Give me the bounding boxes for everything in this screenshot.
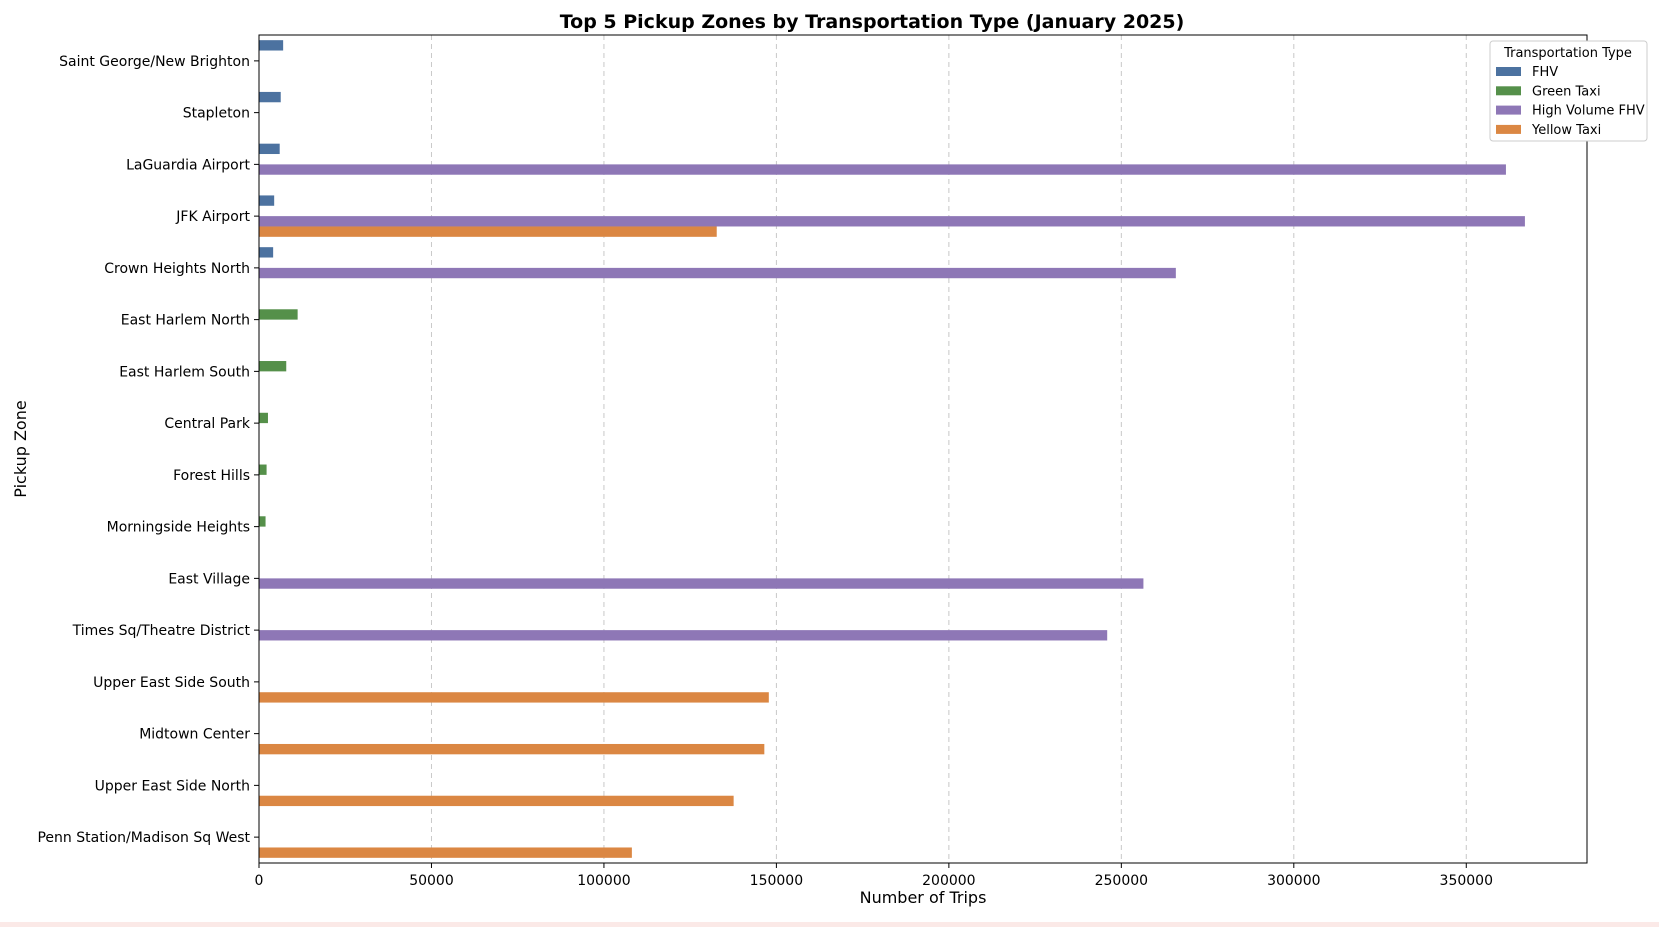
legend-swatch — [1496, 86, 1521, 96]
y-tick-label: JFK Airport — [175, 209, 250, 225]
y-tick-label: East Harlem North — [121, 313, 250, 329]
legend: Transportation Type FHV Green Taxi High Vo… — [1489, 40, 1648, 142]
y-tick-label: Stapleton — [183, 106, 250, 122]
legend-entry-label: Green Taxi — [1532, 84, 1601, 99]
x-tick-label: 0 — [255, 873, 264, 889]
x-axis: 0 50000 100000 150000 200000 250000 300000 3500… — [255, 863, 1493, 889]
plot-frame — [258, 34, 1588, 864]
y-axis-label: Pickup Zone — [11, 400, 30, 497]
bar — [259, 91, 281, 103]
y-tick-label: Crown Heights North — [104, 261, 250, 277]
y-tick-label: Upper East Side South — [93, 675, 250, 691]
y-tick-label: Midtown Center — [139, 727, 250, 743]
x-tick-label: 100000 — [577, 873, 630, 889]
legend-entry-label: FHV — [1532, 65, 1558, 80]
bar — [259, 309, 298, 320]
x-tick-label: 150000 — [750, 873, 803, 889]
bar — [259, 464, 267, 475]
x-axis-label: Number of Trips — [860, 888, 987, 907]
legend-swatch — [1496, 105, 1521, 115]
bar — [259, 516, 266, 527]
y-tick-label: Morningside Heights — [107, 520, 250, 536]
legend-entry-label: Yellow Taxi — [1531, 123, 1601, 138]
bar — [259, 361, 287, 372]
legend-swatch — [1496, 67, 1521, 76]
bars — [259, 40, 1525, 858]
legend-entry-label: High Volume FHV — [1532, 104, 1645, 119]
y-tick-label: Central Park — [164, 416, 251, 432]
bar — [259, 164, 1506, 175]
bar — [259, 578, 1144, 589]
bar — [259, 630, 1108, 641]
y-tick-label: Saint George/New Brighton — [59, 54, 250, 70]
bar — [259, 743, 765, 755]
bar — [259, 412, 268, 424]
grid — [430, 35, 1467, 863]
x-tick-label: 300000 — [1267, 873, 1320, 889]
legend-swatch — [1496, 124, 1521, 134]
bar — [259, 195, 275, 206]
bar — [259, 692, 769, 703]
bar — [259, 216, 1525, 227]
y-tick-label: East Village — [168, 571, 250, 587]
bar — [259, 143, 280, 155]
bar — [259, 847, 632, 858]
bottom-strip — [0, 922, 1659, 927]
chart-title: Top 5 Pickup Zones by Transportation Typ… — [560, 11, 1185, 33]
y-axis: Saint George/New Brighton Stapleton LaGuar… — [37, 54, 259, 846]
y-tick-label: Forest Hills — [173, 468, 250, 484]
y-tick-label: LaGuardia Airport — [126, 157, 250, 173]
y-tick-label: East Harlem South — [119, 364, 250, 380]
bar — [259, 226, 717, 237]
x-tick-label: 250000 — [1095, 873, 1148, 889]
bar — [259, 247, 274, 258]
legend-title: Transportation Type — [1503, 46, 1632, 61]
x-tick-label: 350000 — [1440, 873, 1493, 889]
y-tick-label: Upper East Side North — [95, 778, 250, 794]
x-tick-label: 50000 — [409, 873, 454, 889]
y-tick-label: Times Sq/Theatre District — [72, 623, 251, 639]
bar — [259, 267, 1176, 279]
bar — [259, 795, 734, 807]
x-tick-label: 200000 — [922, 873, 975, 889]
y-tick-label: Penn Station/Madison Sq West — [37, 830, 250, 846]
legend-frame — [1489, 40, 1648, 142]
bar — [259, 40, 284, 51]
